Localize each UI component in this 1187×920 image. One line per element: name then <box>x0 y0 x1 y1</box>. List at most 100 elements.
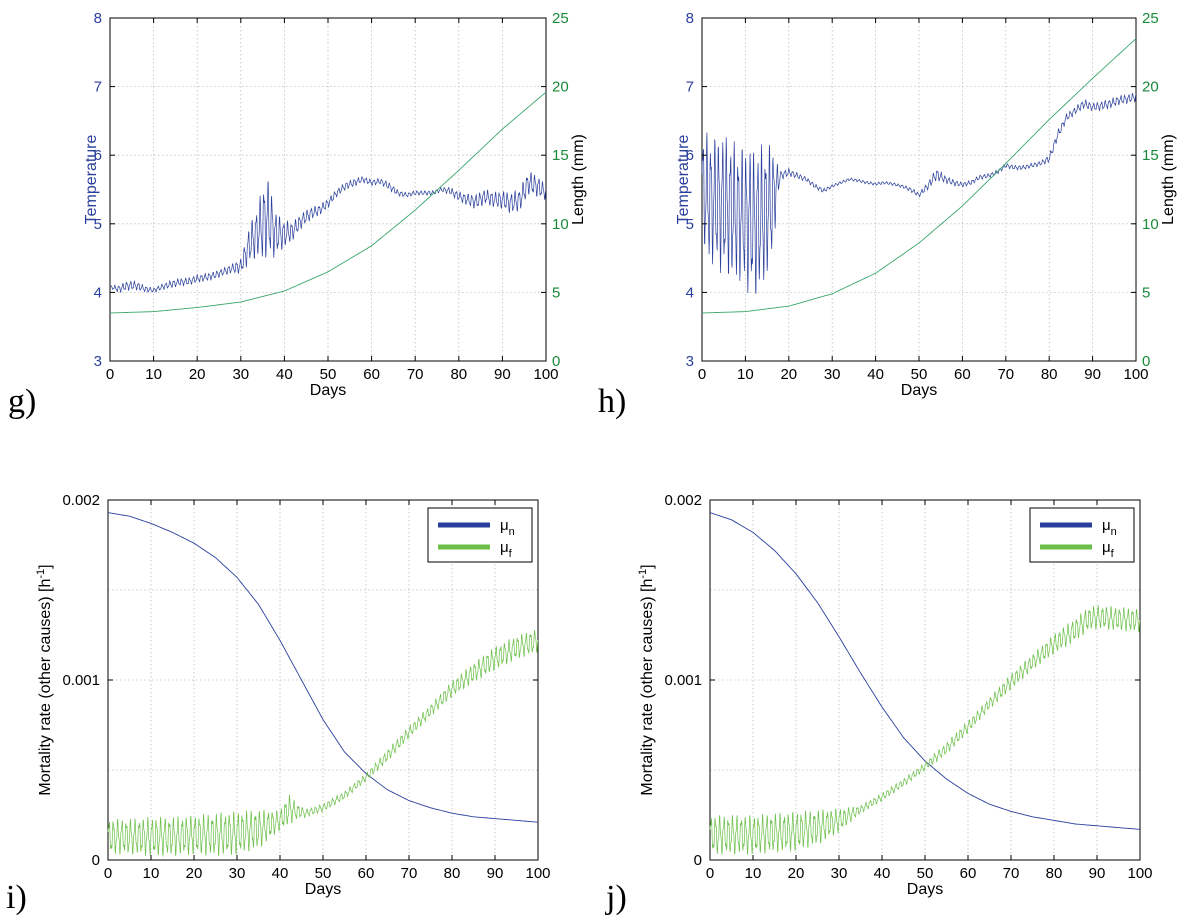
legend-subscript: n <box>509 526 515 538</box>
x-tick-label: 60 <box>363 366 380 383</box>
series-line-mu-n <box>107 512 539 823</box>
x-tick-label: 60 <box>960 865 977 882</box>
chart-panel-4: 0 10 20 30 40 50 60 70 80 90 100 Days 0 0.001 0.002 Mor… <box>605 492 1153 916</box>
y-tick-label: 8 <box>94 10 102 27</box>
y-tick-label-right: 15 <box>1142 147 1159 164</box>
legend-label: μf <box>500 539 513 560</box>
series-line-mu-f <box>107 630 539 857</box>
x-tick-label: 0 <box>104 865 112 882</box>
y-tick-label: 0.001 <box>62 672 100 689</box>
y-tick-label: 4 <box>686 284 694 301</box>
legend-label: μn <box>500 517 515 538</box>
series-line-mu-f <box>709 605 1141 855</box>
y-tick-label-right: 10 <box>1142 216 1159 233</box>
y-tick-label: 0.001 <box>664 672 702 689</box>
x-tick-label: 100 <box>1123 366 1148 383</box>
panel-label: i) <box>6 879 27 916</box>
y-tick-label-right: 0 <box>1142 353 1150 370</box>
x-tick-label: 50 <box>911 366 928 383</box>
x-tick-label: 70 <box>1003 865 1020 882</box>
series-line-length <box>701 38 1137 314</box>
x-tick-label: 10 <box>745 865 762 882</box>
y-tick-label: 4 <box>94 284 102 301</box>
legend-symbol: μ <box>1102 517 1111 534</box>
chart-panel-1: 0 10 20 30 40 50 60 70 80 90 100Days345678Temperat… <box>8 10 587 420</box>
y-tick-label: 0.002 <box>62 492 100 509</box>
y-tick-label-right: 0 <box>552 353 560 370</box>
y-axis-label-left: Temperature <box>675 134 692 224</box>
y-axis-label-end: ] <box>639 564 656 568</box>
y-tick-label-right: 25 <box>552 10 569 27</box>
x-axis-label: Days <box>310 382 346 399</box>
legend-subscript: f <box>509 548 513 560</box>
y-tick-label: 3 <box>94 353 102 370</box>
y-tick-label-right: 5 <box>552 284 560 301</box>
legend-label: μn <box>1102 517 1117 538</box>
x-tick-label: 10 <box>143 865 160 882</box>
series-line-temperature <box>109 172 547 294</box>
legend-subscript: f <box>1111 548 1115 560</box>
x-axis-label: Days <box>907 881 943 898</box>
panel-label: j) <box>605 879 627 916</box>
panel-label: h) <box>598 383 626 420</box>
x-tick-label: 10 <box>737 366 754 383</box>
legend-label: μf <box>1102 539 1115 560</box>
y-tick-label: 3 <box>686 353 694 370</box>
x-tick-label: 100 <box>533 366 558 383</box>
x-tick-label: 80 <box>444 865 461 882</box>
y-tick-label: 0 <box>694 852 702 869</box>
x-tick-label: 0 <box>106 366 114 383</box>
y-axis-label-left: Mortality rate (other causes) [h-1] <box>35 564 54 795</box>
y-tick-label: 8 <box>686 10 694 27</box>
y-tick-label-right: 25 <box>1142 10 1159 27</box>
legend-subscript: n <box>1111 526 1117 538</box>
x-tick-label: 80 <box>1046 865 1063 882</box>
x-tick-label: 50 <box>917 865 934 882</box>
x-tick-label: 20 <box>186 865 203 882</box>
x-tick-label: 40 <box>276 366 293 383</box>
x-tick-label: 50 <box>320 366 337 383</box>
x-tick-label: 70 <box>407 366 424 383</box>
legend-symbol: μ <box>500 517 509 534</box>
y-axis-label-left: Mortality rate (other causes) [h-1] <box>637 564 656 795</box>
x-tick-label: 0 <box>706 865 714 882</box>
x-tick-label: 40 <box>272 865 289 882</box>
y-axis-label-superscript: -1 <box>35 569 47 579</box>
x-tick-label: 60 <box>954 366 971 383</box>
y-tick-label: 0.002 <box>664 492 702 509</box>
x-tick-label: 80 <box>1041 366 1058 383</box>
x-tick-label: 20 <box>189 366 206 383</box>
x-tick-label: 40 <box>867 366 884 383</box>
x-tick-label: 20 <box>788 865 805 882</box>
x-tick-label: 30 <box>824 366 841 383</box>
legend-box <box>427 507 533 563</box>
x-tick-label: 90 <box>1089 865 1106 882</box>
x-tick-label: 30 <box>831 865 848 882</box>
y-axis-label-superscript: -1 <box>637 569 649 579</box>
x-tick-label: 30 <box>232 366 249 383</box>
x-tick-label: 70 <box>401 865 418 882</box>
grid <box>701 17 1137 362</box>
panel-label: g) <box>8 383 36 420</box>
x-tick-label: 90 <box>1084 366 1101 383</box>
y-axis-label-left: Temperature <box>83 134 100 224</box>
x-tick-label: 80 <box>450 366 467 383</box>
y-tick-label-right: 15 <box>552 147 569 164</box>
y-tick-label: 6 <box>686 147 694 164</box>
y-axis-label-right: Length (mm) <box>570 134 587 225</box>
y-tick-label: 5 <box>94 216 102 233</box>
series-line-mu-n <box>709 512 1141 830</box>
x-axis-label: Days <box>305 881 341 898</box>
x-tick-label: 60 <box>358 865 375 882</box>
y-tick-label-right: 5 <box>1142 284 1150 301</box>
y-tick-label: 5 <box>686 216 694 233</box>
x-tick-label: 90 <box>487 865 504 882</box>
y-tick-label: 6 <box>94 147 102 164</box>
x-tick-label: 0 <box>698 366 706 383</box>
y-tick-label: 7 <box>686 79 694 96</box>
legend-box <box>1029 507 1135 563</box>
y-tick-label-right: 20 <box>1142 79 1159 96</box>
x-tick-label: 30 <box>229 865 246 882</box>
